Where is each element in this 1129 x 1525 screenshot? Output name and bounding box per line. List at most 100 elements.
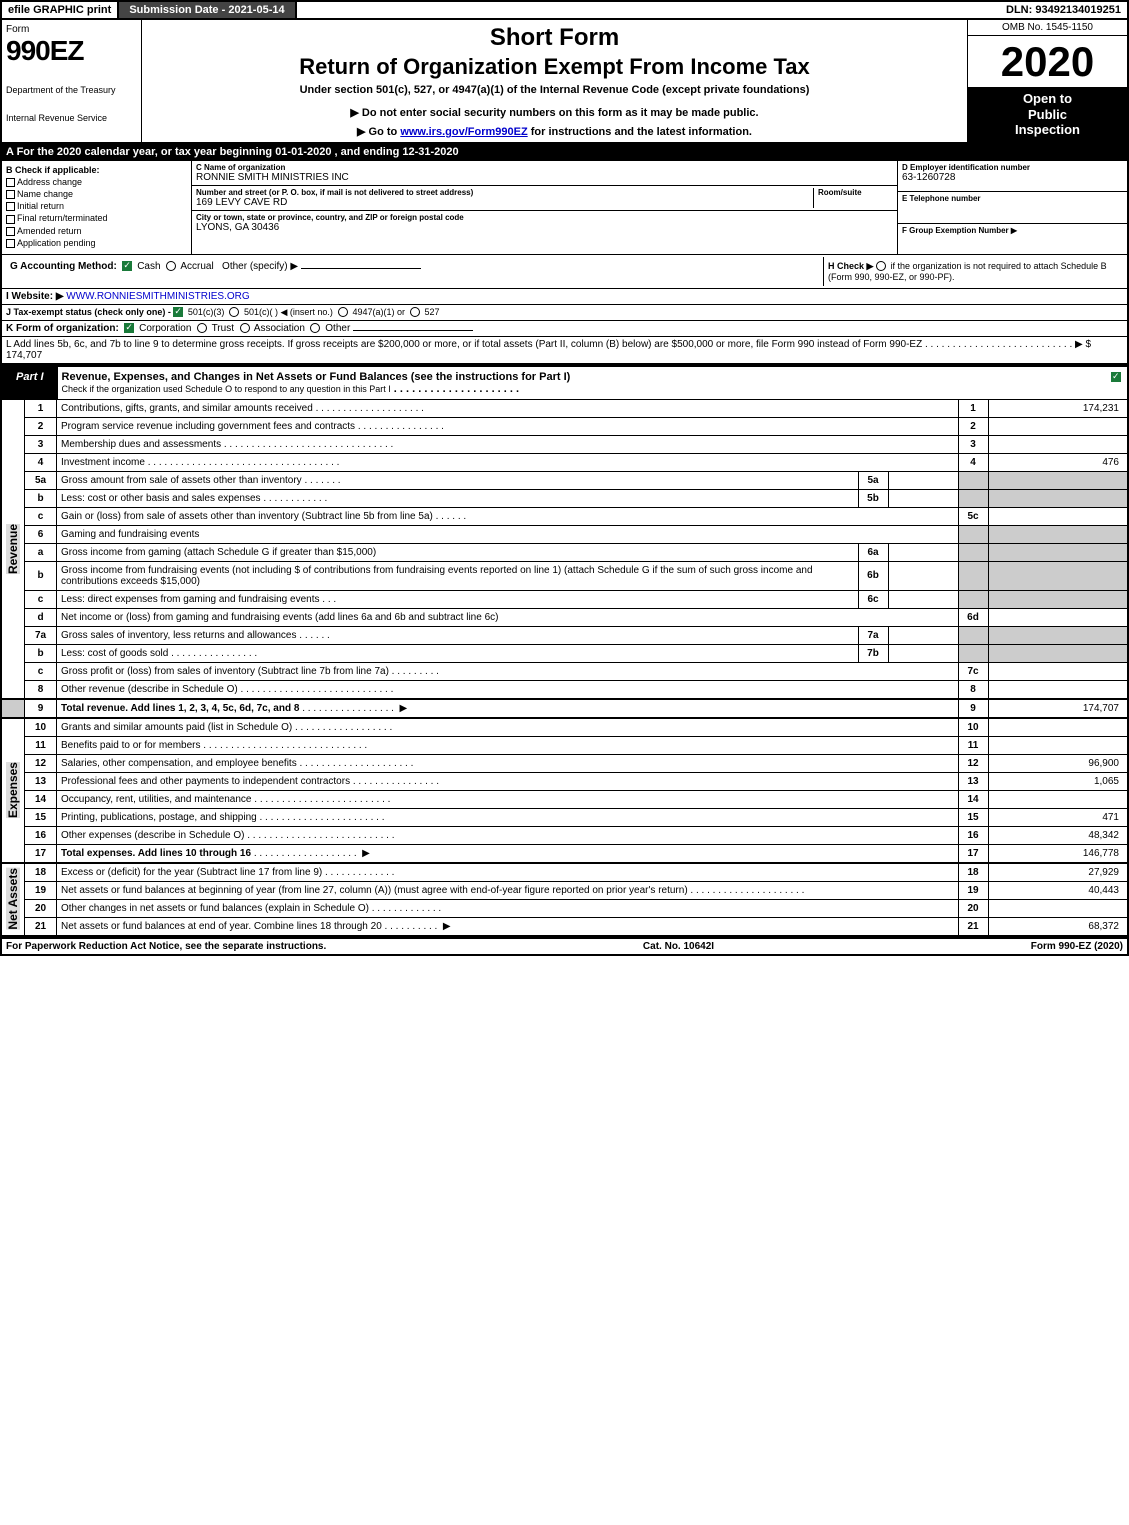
efile-print-label[interactable]: efile GRAPHIC print: [2, 2, 119, 18]
line-6b-mid: 6b: [858, 561, 888, 590]
chk-amended-return[interactable]: Amended return: [6, 226, 187, 236]
g-other-input[interactable]: [301, 268, 421, 269]
line-13-amt: 1,065: [988, 772, 1128, 790]
subtitle: Under section 501(c), 527, or 4947(a)(1)…: [152, 84, 957, 96]
irs-link[interactable]: www.irs.gov/Form990EZ: [400, 126, 527, 138]
line-11-ref: 11: [958, 736, 988, 754]
line-5c-amt: [988, 507, 1128, 525]
line-5b-num: b: [25, 489, 57, 507]
chk-cash[interactable]: [122, 261, 132, 271]
footer-left: For Paperwork Reduction Act Notice, see …: [6, 941, 326, 952]
chk-address-change[interactable]: Address change: [6, 177, 187, 187]
chk-501c[interactable]: [229, 307, 239, 317]
line-9-ref: 9: [958, 699, 988, 718]
chk-association[interactable]: [240, 323, 250, 333]
submission-date: Submission Date - 2021-05-14: [119, 2, 296, 18]
c-name-label: C Name of organization: [196, 163, 893, 172]
chk-trust[interactable]: [197, 323, 207, 333]
line-5a-ref: [958, 471, 988, 489]
chk-other-org[interactable]: [310, 323, 320, 333]
line-5a-midval: [888, 471, 958, 489]
line-5b-ref: [958, 489, 988, 507]
line-6a-num: a: [25, 543, 57, 561]
k-other-input[interactable]: [353, 330, 473, 331]
line-8-num: 8: [25, 680, 57, 699]
f-label: F Group Exemption Number ▶: [902, 226, 1123, 235]
dln: DLN: 93492134019251: [1000, 2, 1127, 18]
line-3-amt: [988, 435, 1128, 453]
form-word: Form: [6, 24, 137, 35]
line-6b-num: b: [25, 561, 57, 590]
line-15-desc: Printing, publications, postage, and shi…: [61, 812, 257, 823]
header-center: Short Form Return of Organization Exempt…: [142, 20, 967, 142]
part-1-checkbox[interactable]: [1107, 367, 1127, 399]
b-label: B Check if applicable:: [6, 165, 187, 175]
line-7a-desc: Gross sales of inventory, less returns a…: [61, 630, 296, 641]
line-l: L Add lines 5b, 6c, and 7b to line 9 to …: [0, 337, 1129, 365]
line-6a-ref: [958, 543, 988, 561]
line-6a-mid: 6a: [858, 543, 888, 561]
chk-h[interactable]: [876, 261, 886, 271]
form-number: 990EZ: [6, 35, 137, 67]
chk-accrual[interactable]: [166, 261, 176, 271]
k-label: K Form of organization:: [6, 323, 119, 334]
chk-4947[interactable]: [338, 307, 348, 317]
chk-final-return[interactable]: Final return/terminated: [6, 213, 187, 223]
line-6d-amt: [988, 608, 1128, 626]
line-5c-num: c: [25, 507, 57, 525]
line-21-num: 21: [25, 917, 57, 936]
omb-number: OMB No. 1545-1150: [968, 20, 1127, 36]
line-k: K Form of organization: Corporation Trus…: [0, 321, 1129, 337]
line-6-ref: [958, 525, 988, 543]
line-16-desc: Other expenses (describe in Schedule O): [61, 830, 244, 841]
line-10-amt: [988, 718, 1128, 737]
netassets-label: Net Assets: [6, 868, 20, 930]
line-4-desc: Investment income: [61, 457, 145, 468]
line-9-num: 9: [25, 699, 57, 718]
revenue-label: Revenue: [6, 524, 20, 574]
line-12-ref: 12: [958, 754, 988, 772]
line-6c-mid: 6c: [858, 590, 888, 608]
line-7b-amt: [988, 644, 1128, 662]
footer-right: Form 990-EZ (2020): [1031, 941, 1123, 952]
line-1-desc: Contributions, gifts, grants, and simila…: [61, 403, 313, 414]
line-10-desc: Grants and similar amounts paid (list in…: [61, 722, 292, 733]
website-link[interactable]: WWW.RONNIESMITHMINISTRIES.ORG: [66, 291, 249, 302]
line-a: A For the 2020 calendar year, or tax yea…: [0, 144, 1129, 161]
chk-501c3[interactable]: [173, 307, 183, 317]
e-label: E Telephone number: [902, 194, 1123, 203]
line-7b-ref: [958, 644, 988, 662]
l-text: L Add lines 5b, 6c, and 7b to line 9 to …: [6, 339, 922, 350]
goto-note: ▶ Go to www.irs.gov/Form990EZ for instru…: [152, 125, 957, 138]
line-5b-amt: [988, 489, 1128, 507]
line-20-desc: Other changes in net assets or fund bala…: [61, 903, 369, 914]
line-15-amt: 471: [988, 808, 1128, 826]
line-6-amt: [988, 525, 1128, 543]
line-3-desc: Membership dues and assessments: [61, 439, 221, 450]
line-14-desc: Occupancy, rent, utilities, and maintena…: [61, 794, 251, 805]
line-5b-desc: Less: cost or other basis and sales expe…: [61, 493, 261, 504]
line-9-desc: Total revenue. Add lines 1, 2, 3, 4, 5c,…: [61, 703, 299, 714]
line-2-ref: 2: [958, 417, 988, 435]
line-16-amt: 48,342: [988, 826, 1128, 844]
g-other: Other (specify) ▶: [222, 261, 298, 272]
chk-527[interactable]: [410, 307, 420, 317]
line-11-desc: Benefits paid to or for members: [61, 740, 201, 751]
section-gh: G Accounting Method: Cash Accrual Other …: [0, 255, 1129, 289]
chk-application-pending[interactable]: Application pending: [6, 238, 187, 248]
chk-name-change[interactable]: Name change: [6, 189, 187, 199]
line-1-ref: 1: [958, 400, 988, 418]
i-label: I Website: ▶: [6, 291, 64, 302]
part-1-checknote: Check if the organization used Schedule …: [62, 384, 391, 394]
chk-corporation[interactable]: [124, 323, 134, 333]
line-8-ref: 8: [958, 680, 988, 699]
line-j: J Tax-exempt status (check only one) - 5…: [0, 305, 1129, 321]
line-6a-desc: Gross income from gaming (attach Schedul…: [57, 543, 859, 561]
line-21-amt: 68,372: [988, 917, 1128, 936]
chk-initial-return[interactable]: Initial return: [6, 201, 187, 211]
line-6b-midval: [888, 561, 958, 590]
line-17-amt: 146,778: [988, 844, 1128, 863]
line-6c-ref: [958, 590, 988, 608]
line-7a-ref: [958, 626, 988, 644]
c-city-label: City or town, state or province, country…: [196, 213, 893, 222]
